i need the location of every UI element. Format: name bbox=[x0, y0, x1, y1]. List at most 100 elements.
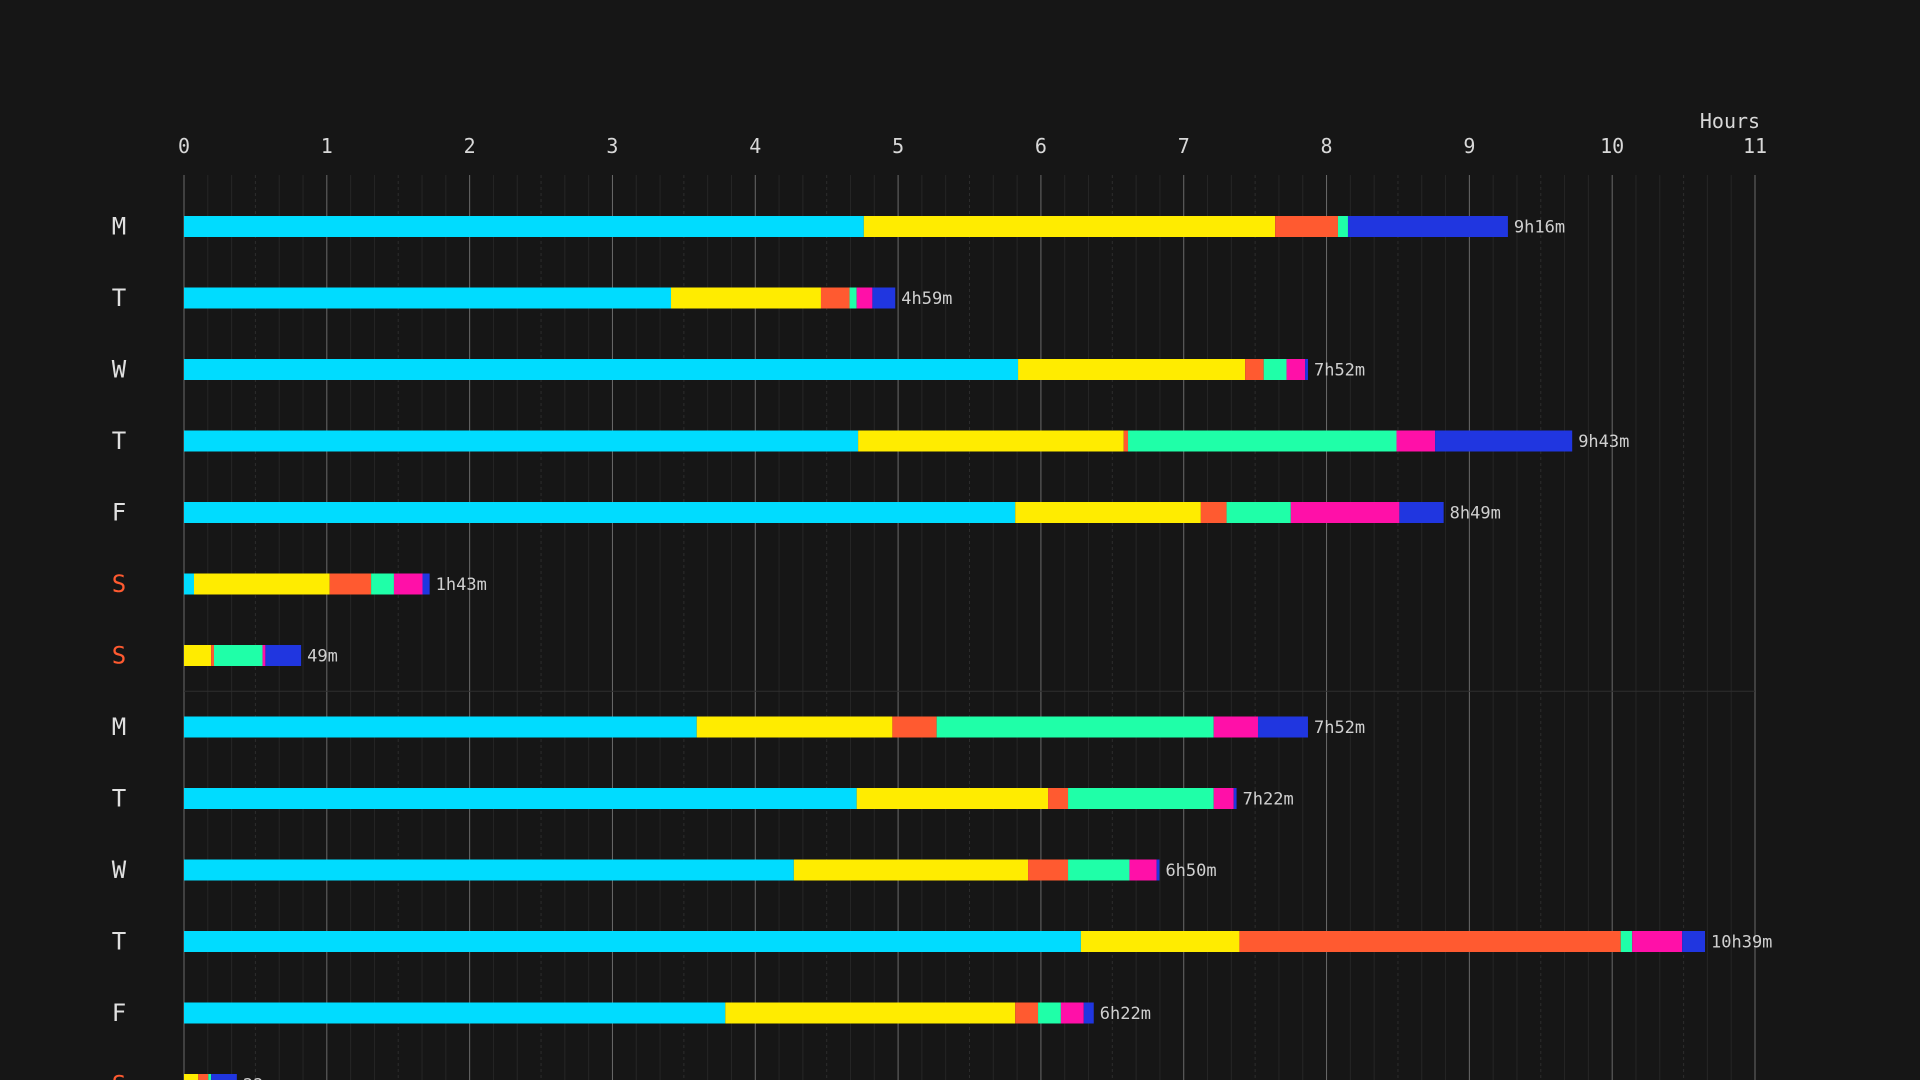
x-tick-label: 0 bbox=[178, 134, 190, 158]
bar-segment bbox=[213, 645, 263, 666]
bar-segment bbox=[1213, 788, 1234, 809]
bar-segment bbox=[1620, 931, 1633, 952]
bar-segment bbox=[1068, 788, 1214, 809]
x-tick-label: 9 bbox=[1463, 134, 1475, 158]
bar-segment bbox=[858, 430, 1124, 452]
bar-segment bbox=[1213, 716, 1258, 738]
bar-segment bbox=[1015, 1002, 1039, 1024]
day-row: T 4h59m bbox=[112, 284, 953, 312]
day-row: T 7h22m bbox=[112, 785, 1294, 813]
bar-segment bbox=[1245, 359, 1264, 380]
bar-segment bbox=[184, 573, 194, 595]
bar-segment bbox=[1123, 430, 1129, 452]
bar-segment bbox=[1239, 931, 1621, 952]
total-label: 7h22m bbox=[1243, 790, 1294, 810]
bar-segment bbox=[1263, 359, 1287, 380]
day-row: T 10h39m bbox=[112, 928, 1773, 956]
bar-segment bbox=[184, 716, 697, 738]
day-row: T 9h43m bbox=[112, 427, 1630, 455]
total-label: 22m bbox=[243, 1076, 274, 1080]
day-label: T bbox=[112, 928, 126, 956]
bar-segment bbox=[184, 430, 859, 452]
bar-segment bbox=[1048, 788, 1069, 809]
day-label: F bbox=[112, 999, 126, 1027]
day-label: T bbox=[112, 427, 126, 455]
day-row: F 8h49m bbox=[112, 499, 1501, 527]
total-label: 7h52m bbox=[1314, 361, 1365, 381]
bar-segment bbox=[184, 502, 1016, 523]
total-label: 9h16m bbox=[1514, 218, 1565, 238]
total-label: 8h49m bbox=[1450, 504, 1501, 524]
bar-segment bbox=[184, 645, 212, 666]
day-row: M 7h52m bbox=[112, 713, 1365, 741]
bar-segment bbox=[1200, 502, 1227, 523]
bar-segment bbox=[184, 216, 864, 237]
bar-segment bbox=[856, 788, 1049, 809]
bar-segment bbox=[1290, 502, 1400, 523]
bar-segment bbox=[863, 216, 1276, 237]
day-label: M bbox=[112, 713, 126, 741]
bar-segment bbox=[1083, 1002, 1094, 1024]
bar-segment bbox=[1018, 359, 1246, 380]
bar-segment bbox=[184, 1074, 199, 1080]
bar-segment bbox=[1080, 931, 1240, 952]
bar-segment bbox=[1028, 859, 1069, 881]
x-tick-label: 2 bbox=[464, 134, 476, 158]
day-label: S bbox=[112, 570, 126, 598]
bar-segment bbox=[393, 573, 423, 595]
bar-segment bbox=[793, 859, 1029, 881]
day-row: W 6h50m bbox=[112, 856, 1217, 884]
x-tick-label: 3 bbox=[606, 134, 618, 158]
bar-segment bbox=[208, 1074, 212, 1080]
bar-segment bbox=[1399, 502, 1444, 523]
bar-segment bbox=[1015, 502, 1201, 523]
bar-segment bbox=[1275, 216, 1338, 237]
bar-segment bbox=[1305, 359, 1308, 380]
bar-segment bbox=[1233, 788, 1237, 809]
x-tick-label: 11 bbox=[1743, 134, 1767, 158]
bar-segment bbox=[936, 716, 1214, 738]
bar-segment bbox=[820, 287, 850, 309]
bar-segment bbox=[184, 788, 857, 809]
bar-segment bbox=[184, 1002, 726, 1024]
day-label: F bbox=[112, 499, 126, 527]
day-label: T bbox=[112, 284, 126, 312]
bar-segment bbox=[371, 573, 394, 595]
total-label: 7h52m bbox=[1314, 718, 1365, 738]
day-row: F 6h22m bbox=[112, 999, 1151, 1027]
bar-segment bbox=[211, 1074, 237, 1080]
day-label: S bbox=[112, 1071, 126, 1080]
x-tick-label: 4 bbox=[749, 134, 761, 158]
bar-segment bbox=[1286, 359, 1306, 380]
day-label: M bbox=[112, 213, 126, 241]
bar-segment bbox=[184, 859, 794, 881]
bar-segment bbox=[696, 716, 893, 738]
day-label: S bbox=[112, 642, 126, 670]
day-label: W bbox=[112, 356, 127, 384]
rows: M 9h16m T 4h59m W 7h52m T 9h43m F 8h49m S 1h43m S 49m… bbox=[112, 213, 1773, 1080]
bar-segment bbox=[1156, 859, 1160, 881]
day-row: M 9h16m bbox=[112, 213, 1565, 241]
bar-segment bbox=[1682, 931, 1706, 952]
bar-segment bbox=[1038, 1002, 1061, 1024]
x-axis-ticks: 0 1 2 3 4 5 6 7 8 9 10 11 bbox=[178, 134, 1767, 158]
x-tick-label: 5 bbox=[892, 134, 904, 158]
bar-segment bbox=[892, 716, 937, 738]
bar-segment bbox=[265, 645, 302, 666]
bar-segment bbox=[1435, 430, 1573, 452]
bar-segment bbox=[1060, 1002, 1084, 1024]
bar-segment bbox=[329, 573, 372, 595]
bar-segment bbox=[198, 1074, 209, 1080]
day-row: S 1h43m bbox=[112, 570, 487, 598]
bar-segment bbox=[856, 287, 873, 309]
x-tick-label: 7 bbox=[1178, 134, 1190, 158]
total-label: 49m bbox=[307, 647, 338, 667]
total-label: 1h43m bbox=[436, 575, 487, 595]
total-label: 4h59m bbox=[901, 289, 952, 309]
bar-segment bbox=[422, 573, 430, 595]
day-label: T bbox=[112, 785, 126, 813]
bar-segment bbox=[262, 645, 266, 666]
bar-segment bbox=[1257, 716, 1308, 738]
bar-segment bbox=[193, 573, 330, 595]
